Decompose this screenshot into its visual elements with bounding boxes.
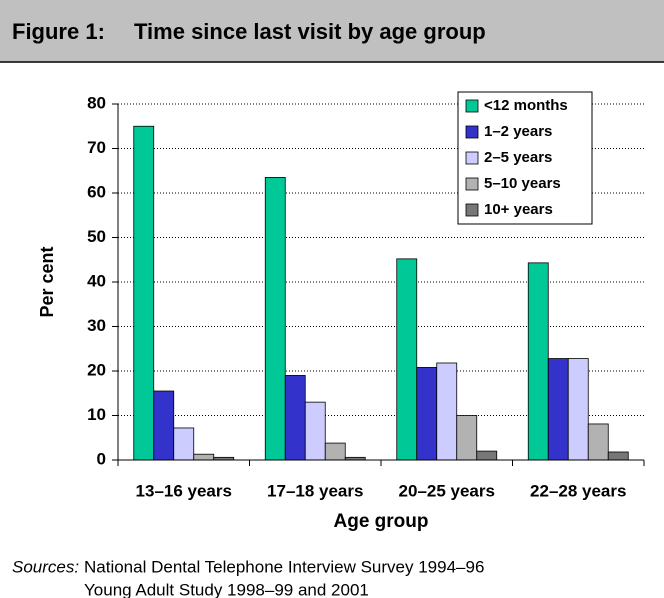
legend-swatch — [465, 203, 479, 217]
bar — [567, 358, 589, 461]
sources-label: Sources: — [12, 557, 79, 576]
bar — [587, 423, 609, 461]
legend-label: 1–2 years — [484, 123, 552, 140]
source-line: National Dental Telephone Interview Surv… — [84, 557, 484, 576]
bar — [133, 125, 155, 461]
y-tick-label: 30 — [87, 316, 106, 335]
bar — [324, 442, 346, 461]
y-tick-label: 10 — [87, 405, 106, 424]
y-tick-label: 70 — [87, 138, 106, 157]
legend-label: 2–5 years — [484, 149, 552, 166]
source-line: Young Adult Study 1998–99 and 2001 — [84, 580, 369, 598]
bar — [304, 401, 326, 461]
bar — [264, 177, 286, 461]
y-tick-label: 60 — [87, 182, 106, 201]
legend-label: 5–10 years — [484, 175, 561, 192]
bar — [547, 358, 569, 461]
legend-swatch — [465, 99, 479, 113]
legend-swatch — [465, 177, 479, 191]
bar — [436, 362, 458, 461]
legend-swatch — [465, 151, 479, 165]
y-tick-label: 80 — [87, 93, 106, 112]
x-tick-label: 13–16 years — [136, 481, 232, 500]
bar — [173, 427, 195, 461]
bar — [153, 390, 175, 461]
y-tick-label: 20 — [87, 360, 106, 379]
x-axis-title: Age group — [334, 511, 429, 532]
legend-swatch — [465, 125, 479, 139]
y-tick-label: 0 — [97, 449, 106, 468]
figure-label: Figure 1: — [12, 19, 105, 44]
x-tick-label: 17–18 years — [267, 481, 363, 500]
y-axis-title: Per cent — [37, 246, 57, 317]
bar — [284, 375, 306, 461]
x-tick-label: 20–25 years — [399, 481, 495, 500]
bar — [527, 262, 549, 461]
y-tick-label: 50 — [87, 227, 106, 246]
bar — [396, 258, 418, 461]
legend-label: 10+ years — [484, 201, 553, 218]
chart-title: Time since last visit by age group — [134, 19, 486, 44]
bar — [193, 453, 215, 461]
bar — [456, 415, 478, 461]
legend-label: <12 months — [484, 97, 568, 114]
bar — [476, 450, 498, 461]
bar — [607, 451, 629, 461]
y-tick-label: 40 — [87, 271, 106, 290]
header-band — [0, 0, 664, 62]
legend-box — [457, 91, 593, 225]
x-tick-label: 22–28 years — [530, 481, 626, 500]
bar — [416, 367, 438, 461]
